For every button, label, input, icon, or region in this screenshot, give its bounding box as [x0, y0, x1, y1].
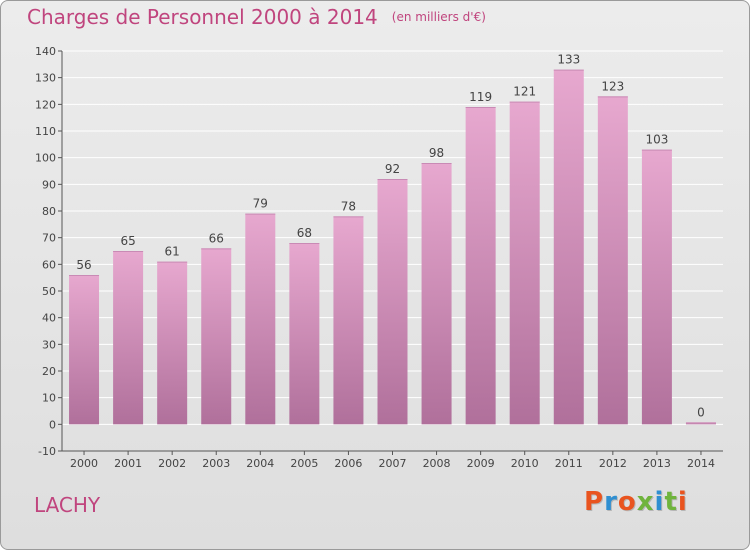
bar-2002 [157, 261, 188, 425]
y-tick-label: 70 [42, 232, 56, 245]
town-name: LACHY [34, 493, 101, 517]
brand-letter: i [654, 487, 665, 517]
x-tick-label-2006: 2006 [334, 457, 362, 470]
x-tick-label-2009: 2009 [467, 457, 495, 470]
x-tick-label-2001: 2001 [114, 457, 142, 470]
data-label-2006: 78 [341, 199, 356, 213]
bar-2013 [641, 149, 672, 425]
data-label-2010: 121 [513, 85, 536, 99]
data-label-2001: 65 [120, 234, 135, 248]
axis-layer: -10 0 10 20 30 40 50 60 70 80 90 100 110 120 130 140 200… [35, 45, 723, 470]
y-tick-label: 140 [35, 45, 56, 58]
x-tick-label-2013: 2013 [643, 457, 671, 470]
data-label-2009: 119 [469, 90, 492, 104]
bar-2009 [465, 107, 496, 425]
bar-2007 [377, 179, 408, 425]
data-label-2008: 98 [429, 146, 444, 160]
y-tick-label: 100 [35, 152, 56, 165]
y-tick-label: -10 [38, 445, 56, 458]
x-tick-label-2012: 2012 [599, 457, 627, 470]
brand-letter: t [664, 487, 678, 517]
bar-2006 [333, 216, 364, 425]
y-tick-label: 40 [42, 312, 56, 325]
data-label-2012: 123 [601, 79, 624, 93]
y-tick-label: 110 [35, 125, 56, 138]
brand-letter: o [617, 487, 637, 517]
bar-2000 [69, 275, 100, 425]
x-tick-label-2002: 2002 [158, 457, 186, 470]
brand-letter: x [636, 487, 655, 517]
x-tick-label-2005: 2005 [290, 457, 318, 470]
x-tick-label-2003: 2003 [202, 457, 230, 470]
x-tick-label-2014: 2014 [687, 457, 715, 470]
bar-2004 [245, 213, 276, 425]
data-label-2002: 61 [165, 245, 180, 259]
y-tick-label: 10 [42, 392, 56, 405]
y-tick-label: 130 [35, 72, 56, 85]
x-tick-label-2000: 2000 [70, 457, 98, 470]
data-label-2004: 79 [253, 197, 268, 211]
y-tick-label: 90 [42, 178, 56, 191]
bar-2011 [553, 69, 584, 425]
data-label-2013: 103 [645, 133, 668, 147]
brand-logo: Proxiti [584, 487, 688, 517]
x-tick-label-2004: 2004 [246, 457, 274, 470]
bar-2001 [113, 251, 144, 425]
y-tick-label: 60 [42, 258, 56, 271]
data-label-2003: 66 [209, 231, 224, 245]
bar-2010 [509, 101, 540, 425]
y-tick-label: 0 [49, 418, 56, 431]
bar-2005 [289, 243, 320, 425]
y-tick-label: 30 [42, 338, 56, 351]
data-label-2000: 56 [76, 258, 91, 272]
y-tick-label: 50 [42, 285, 56, 298]
chart-title: Charges de Personnel 2000 à 2014 (en mill… [27, 5, 486, 29]
bar-2003 [201, 248, 232, 425]
chart-title-text: Charges de Personnel 2000 à 2014 [27, 5, 378, 29]
brand-letter: i [677, 487, 688, 517]
brand-letter: P [584, 487, 605, 517]
bar-2008 [421, 163, 452, 425]
chart-unit: (en milliers d'€) [391, 10, 486, 24]
data-label-2007: 92 [385, 162, 400, 176]
x-tick-label-2007: 2007 [379, 457, 407, 470]
y-tick-label: 120 [35, 98, 56, 111]
y-tick-label: 20 [42, 365, 56, 378]
bar-layer [69, 69, 716, 425]
label-layer: 56 65 61 66 79 68 78 92 98 119 121 133 123 103 0 [76, 53, 704, 420]
data-label-2014: 0 [697, 405, 705, 419]
x-tick-label-2010: 2010 [511, 457, 539, 470]
data-label-2011: 133 [557, 53, 580, 67]
data-label-2005: 68 [297, 226, 312, 240]
x-tick-label-2011: 2011 [555, 457, 583, 470]
x-tick-label-2008: 2008 [423, 457, 451, 470]
brand-letter: r [604, 487, 618, 517]
bar-2012 [597, 96, 628, 425]
y-tick-label: 80 [42, 205, 56, 218]
